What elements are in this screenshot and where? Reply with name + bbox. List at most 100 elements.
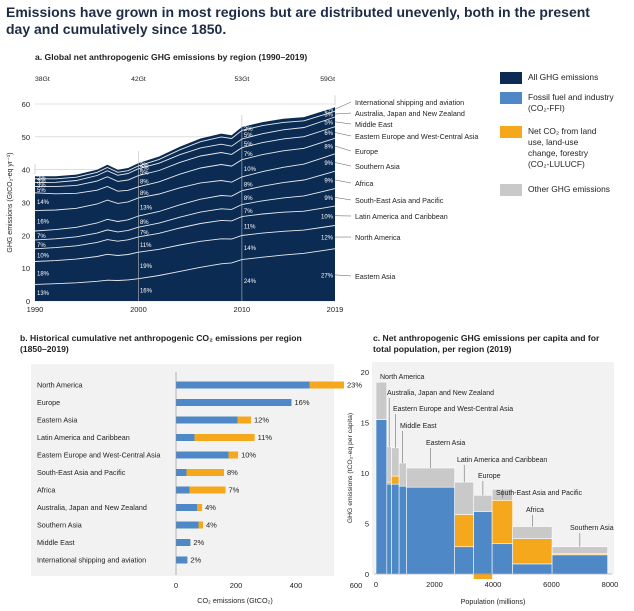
region-leader-line	[334, 197, 352, 201]
share-label-eastern-asia-1990: 13%	[37, 291, 50, 297]
share-label-latin-america-and-caribbean-2010: 11%	[244, 225, 256, 231]
share-label-australia-japan-and-new-zealand-1990: 3%	[37, 179, 46, 185]
region-leader-line	[334, 132, 352, 137]
share-label-eastern-europe-and-west-central-asia-2000: 8%	[140, 180, 149, 186]
bar-ffi-australia-japan-and-new-zealand	[386, 483, 392, 575]
bar-label-latin-america-and-caribbean: 11%	[258, 433, 273, 442]
x-tick-label: 2000	[130, 305, 147, 314]
bar-lulucf-africa	[512, 538, 553, 565]
bar-category-eastern-europe-and-west-central-asia: Eastern Europe and West-Central Asia	[37, 451, 160, 460]
bar-lulucf-latin-america-and-caribbean	[194, 434, 255, 441]
share-label-southern-asia-2000: 13%	[140, 205, 153, 211]
bar-label-eastern-asia: 12%	[254, 416, 269, 425]
share-label-international-shipping-and-aviation-2010: 2%	[244, 127, 253, 133]
bar-category-australia-japan-and-new-zealand: Australia, Japan and New Zealand	[387, 390, 494, 397]
share-label-north-america-2019: 12%	[321, 236, 334, 242]
y-tick-label: 20	[22, 231, 30, 240]
panel-c-title: c. Net anthropogenic GHG emissions per c…	[373, 333, 600, 354]
bar-category-southern-asia: Southern Asia	[570, 525, 614, 532]
region-leader-line	[334, 112, 352, 115]
bar-category-europe: Europe	[478, 473, 501, 480]
y-tick-label: 0	[365, 570, 369, 579]
share-label-north-america-2000: 19%	[140, 264, 153, 270]
x-tick-label: 400	[290, 581, 303, 590]
share-label-international-shipping-and-aviation-2000: 2%	[140, 163, 149, 169]
share-label-africa-2010: 8%	[244, 196, 253, 202]
x-tick-label: 0	[174, 581, 178, 590]
figure-title: Emissions have grown in most regions but…	[6, 4, 590, 37]
bar-ffi-europe	[473, 511, 493, 575]
bar-category-africa: Africa	[37, 486, 55, 495]
region-boundary-eastern-asia	[34, 248, 336, 285]
bar-category-southern-asia: Southern Asia	[37, 521, 82, 530]
bar-category-eastern-europe-and-west-central-asia: Eastern Europe and West-Central Asia	[393, 406, 513, 413]
y-tick-label: 5	[365, 520, 369, 529]
legend-other: Other GHG emissions	[500, 184, 630, 196]
total-emissions-area	[35, 107, 335, 301]
legend-lulucf: Net CO₂ from land use, land-use change, …	[500, 126, 610, 170]
legend-swatch-other	[500, 184, 522, 196]
bar-category-south-east-asia-and-pacific: South-East Asia and Pacific	[37, 468, 126, 477]
region-leader-line	[334, 179, 352, 184]
share-label-africa-2000: 8%	[140, 220, 149, 226]
share-label-southern-asia-2019: 9%	[324, 161, 333, 167]
region-boundary-latin-america-and-caribbean	[34, 205, 336, 250]
share-label-middle-east-2019: 5%	[324, 120, 333, 126]
legend-label-all-ghg: All GHG emissions	[528, 72, 599, 82]
region-label-southern-asia: Southern Asia	[355, 162, 400, 171]
share-label-eastern-europe-and-west-central-asia-2010: 7%	[244, 152, 253, 158]
bar-label-south-east-asia-and-pacific: 8%	[227, 468, 238, 477]
share-label-international-shipping-and-aviation-2019: 2%	[324, 108, 333, 114]
x-axis-label: CO₂ emissions (GtCO₂)	[197, 596, 272, 605]
bar-category-middle-east: Middle East	[37, 538, 75, 547]
region-label-africa: Africa	[355, 179, 373, 188]
share-label-latin-america-and-caribbean-2000: 11%	[140, 243, 152, 249]
x-tick-label: 2010	[234, 305, 251, 314]
region-boundary-north-america	[34, 225, 336, 262]
share-label-south-east-asia-and-pacific-2019: 9%	[324, 196, 333, 202]
share-label-europe-2019: 8%	[324, 145, 333, 151]
bar-lulucf-australia-japan-and-new-zealand	[197, 504, 203, 511]
share-label-latin-america-and-caribbean-2019: 10%	[321, 214, 334, 220]
bar-ffi-europe	[176, 399, 292, 406]
bar-category-north-america: North America	[37, 381, 83, 390]
bar-other-europe	[473, 494, 493, 512]
region-leader-line	[334, 121, 352, 125]
share-label-eastern-europe-and-west-central-asia-2019: 6%	[324, 131, 333, 137]
legend-ffi: Fossil fuel and industry (CO₂-FFI)	[500, 92, 630, 114]
share-label-north-america-1990: 18%	[37, 271, 50, 277]
x-tick-label: 2000	[426, 580, 443, 589]
bar-lulucf-australia-japan-and-new-zealand	[386, 481, 392, 485]
share-label-middle-east-2000: 5%	[140, 171, 149, 177]
y-tick-label: 20	[361, 368, 369, 377]
share-label-eastern-asia-2000: 16%	[140, 288, 153, 294]
bar-other-latin-america-and-caribbean	[454, 481, 474, 515]
share-label-africa-1990: 7%	[37, 234, 46, 240]
bar-ffi-middle-east	[176, 539, 191, 546]
share-label-south-east-asia-and-pacific-1990: 7%	[37, 243, 46, 249]
region-label-eastern-europe-and-west-central-asia: Eastern Europe and West-Central Asia	[355, 132, 478, 141]
x-axis-label: Population (millions)	[461, 597, 526, 606]
bar-ffi-north-america	[176, 381, 310, 389]
region-boundary-australia-japan-and-new-zealand	[35, 110, 336, 180]
bar-lulucf-africa	[189, 486, 226, 494]
region-boundary-eastern-europe-and-west-central-asia	[34, 126, 336, 188]
share-label-europe-2010: 10%	[244, 167, 257, 173]
panel-a-title: a. Global net anthropogenic GHG emission…	[35, 52, 308, 62]
bar-lulucf-latin-america-and-caribbean	[454, 514, 474, 548]
share-label-eastern-europe-and-west-central-asia-1990: 5%	[37, 188, 46, 194]
share-label-south-east-asia-and-pacific-2010: 7%	[244, 209, 253, 215]
bar-lulucf-south-east-asia-and-pacific	[186, 469, 224, 476]
bar-label-africa: 7%	[229, 486, 240, 495]
share-label-southern-asia-1990: 16%	[37, 219, 50, 225]
bar-category-south-east-asia-and-pacific: South-East Asia and Pacific	[496, 490, 582, 497]
bar-lulucf-eastern-europe-and-west-central-asia	[228, 451, 239, 459]
bar-label-middle-east: 2%	[193, 538, 204, 547]
y-tick-label: 10	[361, 469, 369, 478]
region-label-latin-america-and-caribbean: Latin America and Caribbean	[355, 212, 448, 221]
bar-lulucf-eastern-asia	[237, 416, 251, 424]
share-label-australia-japan-and-new-zealand-2019: 3%	[324, 113, 333, 119]
region-label-middle-east: Middle East	[355, 120, 393, 129]
region-label-north-america: North America	[355, 233, 401, 242]
bar-category-international-shipping-and-aviation: International shipping and aviation	[37, 556, 146, 565]
